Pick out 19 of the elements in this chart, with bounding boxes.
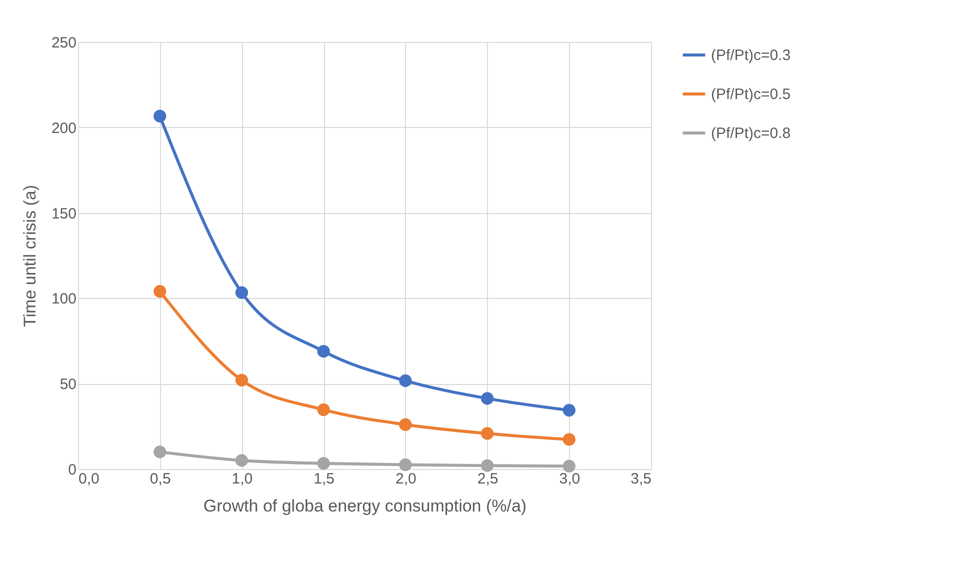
- legend-label: (Pf/Pt)c=0.5: [711, 86, 791, 103]
- x-tick-label: 1,0: [232, 470, 253, 488]
- x-tick-label: 3,0: [559, 470, 580, 488]
- x-tick-label: 3,5: [630, 470, 652, 488]
- x-tick-label: 1,5: [314, 470, 334, 488]
- x-tick-label: 2,0: [396, 470, 416, 488]
- x-tick-label: 0,5: [150, 470, 171, 488]
- y-tick-label: 0: [68, 462, 76, 478]
- y-tick-label: 150: [51, 205, 76, 222]
- legend-label: (Pf/Pt)c=0.3: [711, 47, 791, 64]
- y-axis-title: Time until crisis (a): [20, 185, 40, 327]
- y-tick-label: 100: [51, 290, 76, 308]
- x-tick-label: 2,5: [477, 470, 498, 488]
- y-tick-label: 200: [51, 120, 76, 137]
- y-tick-label: 250: [51, 34, 76, 52]
- legend-label: (Pf/Pt)c=0.8: [711, 125, 791, 142]
- y-tick-label: 50: [60, 376, 76, 394]
- x-axis-title: Growth of globa energy consumption (%/a): [203, 496, 527, 516]
- x-tick-label: 0,0: [78, 470, 100, 488]
